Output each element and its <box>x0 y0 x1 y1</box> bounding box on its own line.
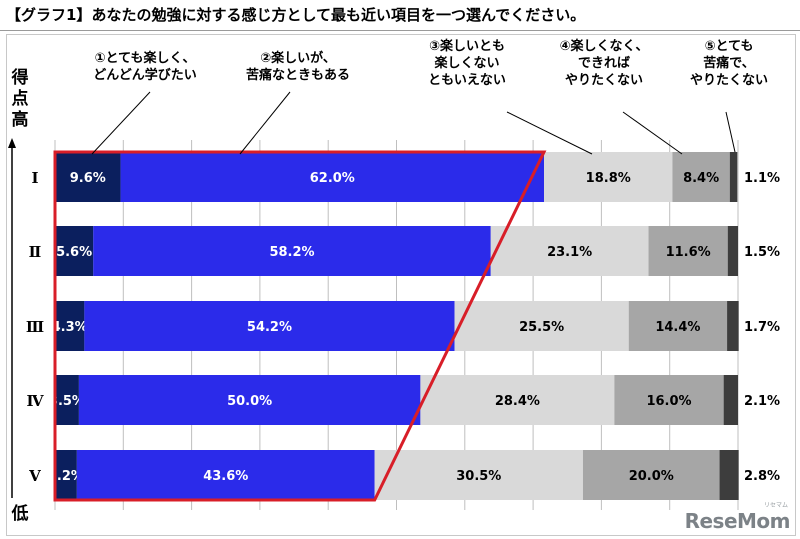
data-label: 1.7% <box>744 320 780 335</box>
bar-segment <box>55 226 94 276</box>
axis-label-top: 得 <box>11 67 29 88</box>
legend-label: 苦痛なときもある <box>246 67 350 83</box>
data-label: 14.4% <box>655 320 700 335</box>
leader-line <box>239 91 291 155</box>
category-label: Ⅱ <box>29 243 42 261</box>
highlight-outline <box>53 150 547 502</box>
data-label: 25.5% <box>519 320 564 335</box>
bar-segment <box>78 375 421 425</box>
bar-segment <box>374 450 583 500</box>
legend-label: できれば <box>578 56 630 71</box>
bar-segment <box>614 375 724 425</box>
category-label: Ⅲ <box>26 318 44 336</box>
bar-segment <box>729 152 738 202</box>
axis-arrow-head <box>8 138 16 148</box>
data-label: 9.6% <box>70 171 106 186</box>
legend-label: ともいえない <box>428 73 506 88</box>
axis-label-top: 高 <box>12 109 29 130</box>
legend-label: ④楽しくなく、 <box>559 38 648 54</box>
logo-subtext: リセマム <box>763 502 788 509</box>
chart-title: 【グラフ1】あなたの勉強に対する感じ方として最も近い項目を一つ選んでください。 <box>6 6 586 24</box>
legend-label: やりたくない <box>565 73 643 88</box>
data-label: 3.2% <box>48 469 84 484</box>
data-label: 8.4% <box>683 171 719 186</box>
bar-segment <box>420 375 615 425</box>
title-divider <box>0 30 800 31</box>
bar-segment <box>120 152 545 202</box>
data-label: 1.1% <box>744 171 780 186</box>
data-label: 54.2% <box>247 320 292 335</box>
data-label: 16.0% <box>646 394 691 409</box>
leader-line <box>725 111 736 153</box>
bar-segment <box>672 152 730 202</box>
bar-segment <box>55 450 77 500</box>
leader-line <box>622 111 683 155</box>
data-label: 2.1% <box>744 394 780 409</box>
axis-label-top: 点 <box>12 88 29 109</box>
legend-label: ②楽しいが、 <box>260 50 336 66</box>
leader-line <box>506 111 593 155</box>
bar-segment <box>719 450 739 500</box>
resemom-logo: ReseMom <box>684 509 791 533</box>
legend-label: ⑤とても <box>705 39 754 54</box>
data-label: 5.6% <box>56 245 92 260</box>
data-label: 4.3% <box>52 320 88 335</box>
category-label: Ⅰ <box>31 169 38 187</box>
axis-label-bottom: 低 <box>11 503 29 524</box>
bar-segment <box>648 226 728 276</box>
data-label: 58.2% <box>269 245 314 260</box>
bar-segment <box>582 450 720 500</box>
legend-label: ③楽しいとも <box>429 38 505 54</box>
legend-label: ①とても楽しく、 <box>95 50 196 66</box>
bar-segment <box>55 301 85 351</box>
data-label: 2.8% <box>744 469 780 484</box>
data-label: 62.0% <box>310 171 355 186</box>
bar-segment <box>544 152 673 202</box>
bar-segment <box>93 226 491 276</box>
data-label: 28.4% <box>495 394 540 409</box>
legend-label: 苦痛で、 <box>703 55 754 71</box>
bar-segment <box>55 152 121 202</box>
legend-label: 楽しくない <box>433 55 499 71</box>
bar-segment <box>727 301 739 351</box>
data-label: 11.6% <box>666 245 711 260</box>
category-label: Ⅴ <box>28 467 41 485</box>
bar-segment <box>628 301 728 351</box>
data-label: 43.6% <box>203 469 248 484</box>
bar-segment <box>723 375 738 425</box>
leader-line <box>91 91 151 155</box>
data-label: 50.0% <box>227 394 272 409</box>
data-label: 23.1% <box>547 245 592 260</box>
bar-segment <box>76 450 375 500</box>
bar-segment <box>454 301 629 351</box>
data-label: 20.0% <box>629 469 674 484</box>
data-label: 3.5% <box>49 394 85 409</box>
bar-segment <box>55 375 79 425</box>
bar-segment <box>490 226 649 276</box>
data-label: 18.8% <box>586 171 631 186</box>
data-label: 1.5% <box>744 245 780 260</box>
legend-label: どんどん学びたい <box>93 67 197 83</box>
bar-segment <box>727 226 738 276</box>
bar-segment <box>84 301 455 351</box>
legend-label: やりたくない <box>690 73 768 88</box>
category-label: Ⅳ <box>26 392 44 410</box>
data-label: 30.5% <box>456 469 501 484</box>
